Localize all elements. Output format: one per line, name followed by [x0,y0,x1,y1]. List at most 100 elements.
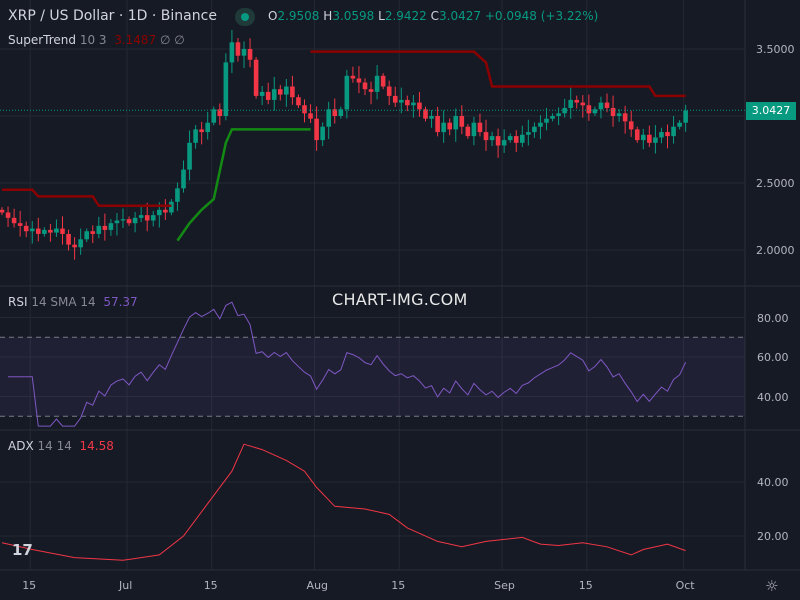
candle-body [598,102,604,110]
rsi-name: RSI [8,295,28,309]
candle-body [78,239,83,248]
candle-body [187,142,192,170]
candle-body [520,134,525,143]
ohlc-legend: O2.9508 H3.0598 L2.9422 C3.0427 +0.0948 … [268,9,598,23]
candle-body [144,215,150,221]
candle-body [253,59,259,96]
candle-body [205,122,210,133]
candle-body [392,95,398,103]
candle-body [11,217,17,224]
candle-body [314,118,319,141]
candle-body [411,102,416,106]
candle-body [265,91,271,100]
candle-body [356,78,362,83]
candle-body [132,217,138,224]
candle-body [368,89,374,92]
candle-body [120,219,126,221]
candle-body [36,228,41,234]
candle-body [157,209,162,216]
last-price-label: 3.0427 [746,102,796,120]
candle-body [0,209,5,213]
candle-body [60,228,65,234]
candle-body [29,228,35,232]
candle-body [380,75,386,87]
time-tick: Oct [675,579,695,592]
supertrend-up-line [176,128,311,242]
candle-body [417,102,422,110]
price-tick: 2.5000 [756,177,795,190]
supertrend-legend[interactable]: SuperTrend 10 3 3.1487 ∅ ∅ [8,33,185,47]
candle-body [477,122,483,133]
candle-body [66,233,71,245]
candle-body [659,132,664,138]
candle-body [278,89,283,95]
candle-body [247,49,253,60]
candle-body [169,201,174,213]
candle-body [302,105,307,114]
candle-body [23,225,29,232]
rsi-value: 57.37 [103,295,138,309]
rsi-legend[interactable]: RSI 14 SMA 14 57.37 [8,295,138,309]
candle-body [677,122,682,127]
candle-body [592,109,598,114]
candle-body [610,107,616,116]
candle-body [96,225,102,234]
candle-body [489,136,495,141]
candle-body [114,220,120,224]
candle-body [296,97,301,106]
candle-body [616,113,622,116]
market-status-icon[interactable] [235,8,255,26]
candle-body [507,136,513,141]
candle-body [544,118,549,123]
candle-body [344,75,350,110]
time-tick: 15 [578,579,593,592]
time-tick: Aug [306,579,329,592]
adx-value: 14.58 [79,439,114,453]
rsi-tick: 60.00 [757,351,789,364]
settings-gear-icon[interactable]: ☼ [765,577,779,595]
time-tick: Sep [494,579,515,592]
candle-body [150,215,156,221]
adx-name: ADX [8,439,34,453]
candle-body [641,134,646,141]
candle-body [386,86,392,96]
low-value: 2.9422 [384,9,427,23]
candle-body [48,229,53,233]
rsi-params: 14 SMA 14 [31,295,96,309]
candle-body [320,126,325,141]
candle-body [628,121,634,130]
watermark: CHART-IMG.COM [332,290,468,309]
candle-body [374,75,380,92]
low-label: L [378,9,385,23]
adx-tick: 40.00 [757,476,789,489]
supertrend-empty-2: ∅ [174,33,185,47]
time-tick: 15 [391,579,406,592]
candle-body [138,215,144,218]
candle-body [471,122,477,137]
close-label: C [430,9,440,23]
candle-body [665,132,670,137]
candle-body [405,99,410,106]
candle-body [42,229,47,234]
supertrend-empty-1: ∅ [160,33,171,47]
adx-params: 14 14 [37,439,72,453]
candle-body [550,116,555,119]
close-value: 3.0427 [439,9,482,23]
adx-legend[interactable]: ADX 14 14 14.58 [8,439,114,453]
candle-body [308,113,313,119]
candle-body [72,244,77,248]
candle-body [459,116,465,127]
rsi-line [8,301,687,427]
supertrend-params: 10 3 [79,33,107,47]
candle-body [54,228,59,233]
supertrend-value: 3.1487 [114,33,157,47]
price-tick: 3.5000 [756,43,795,56]
symbol-title: XRP / US Dollar · 1D · Binance [8,8,217,24]
candle-body [671,126,676,137]
supertrend-down-line [310,50,686,98]
candle-body [574,99,580,103]
candle-body [532,126,537,133]
candle-body [332,109,338,116]
candle-body [513,136,519,143]
